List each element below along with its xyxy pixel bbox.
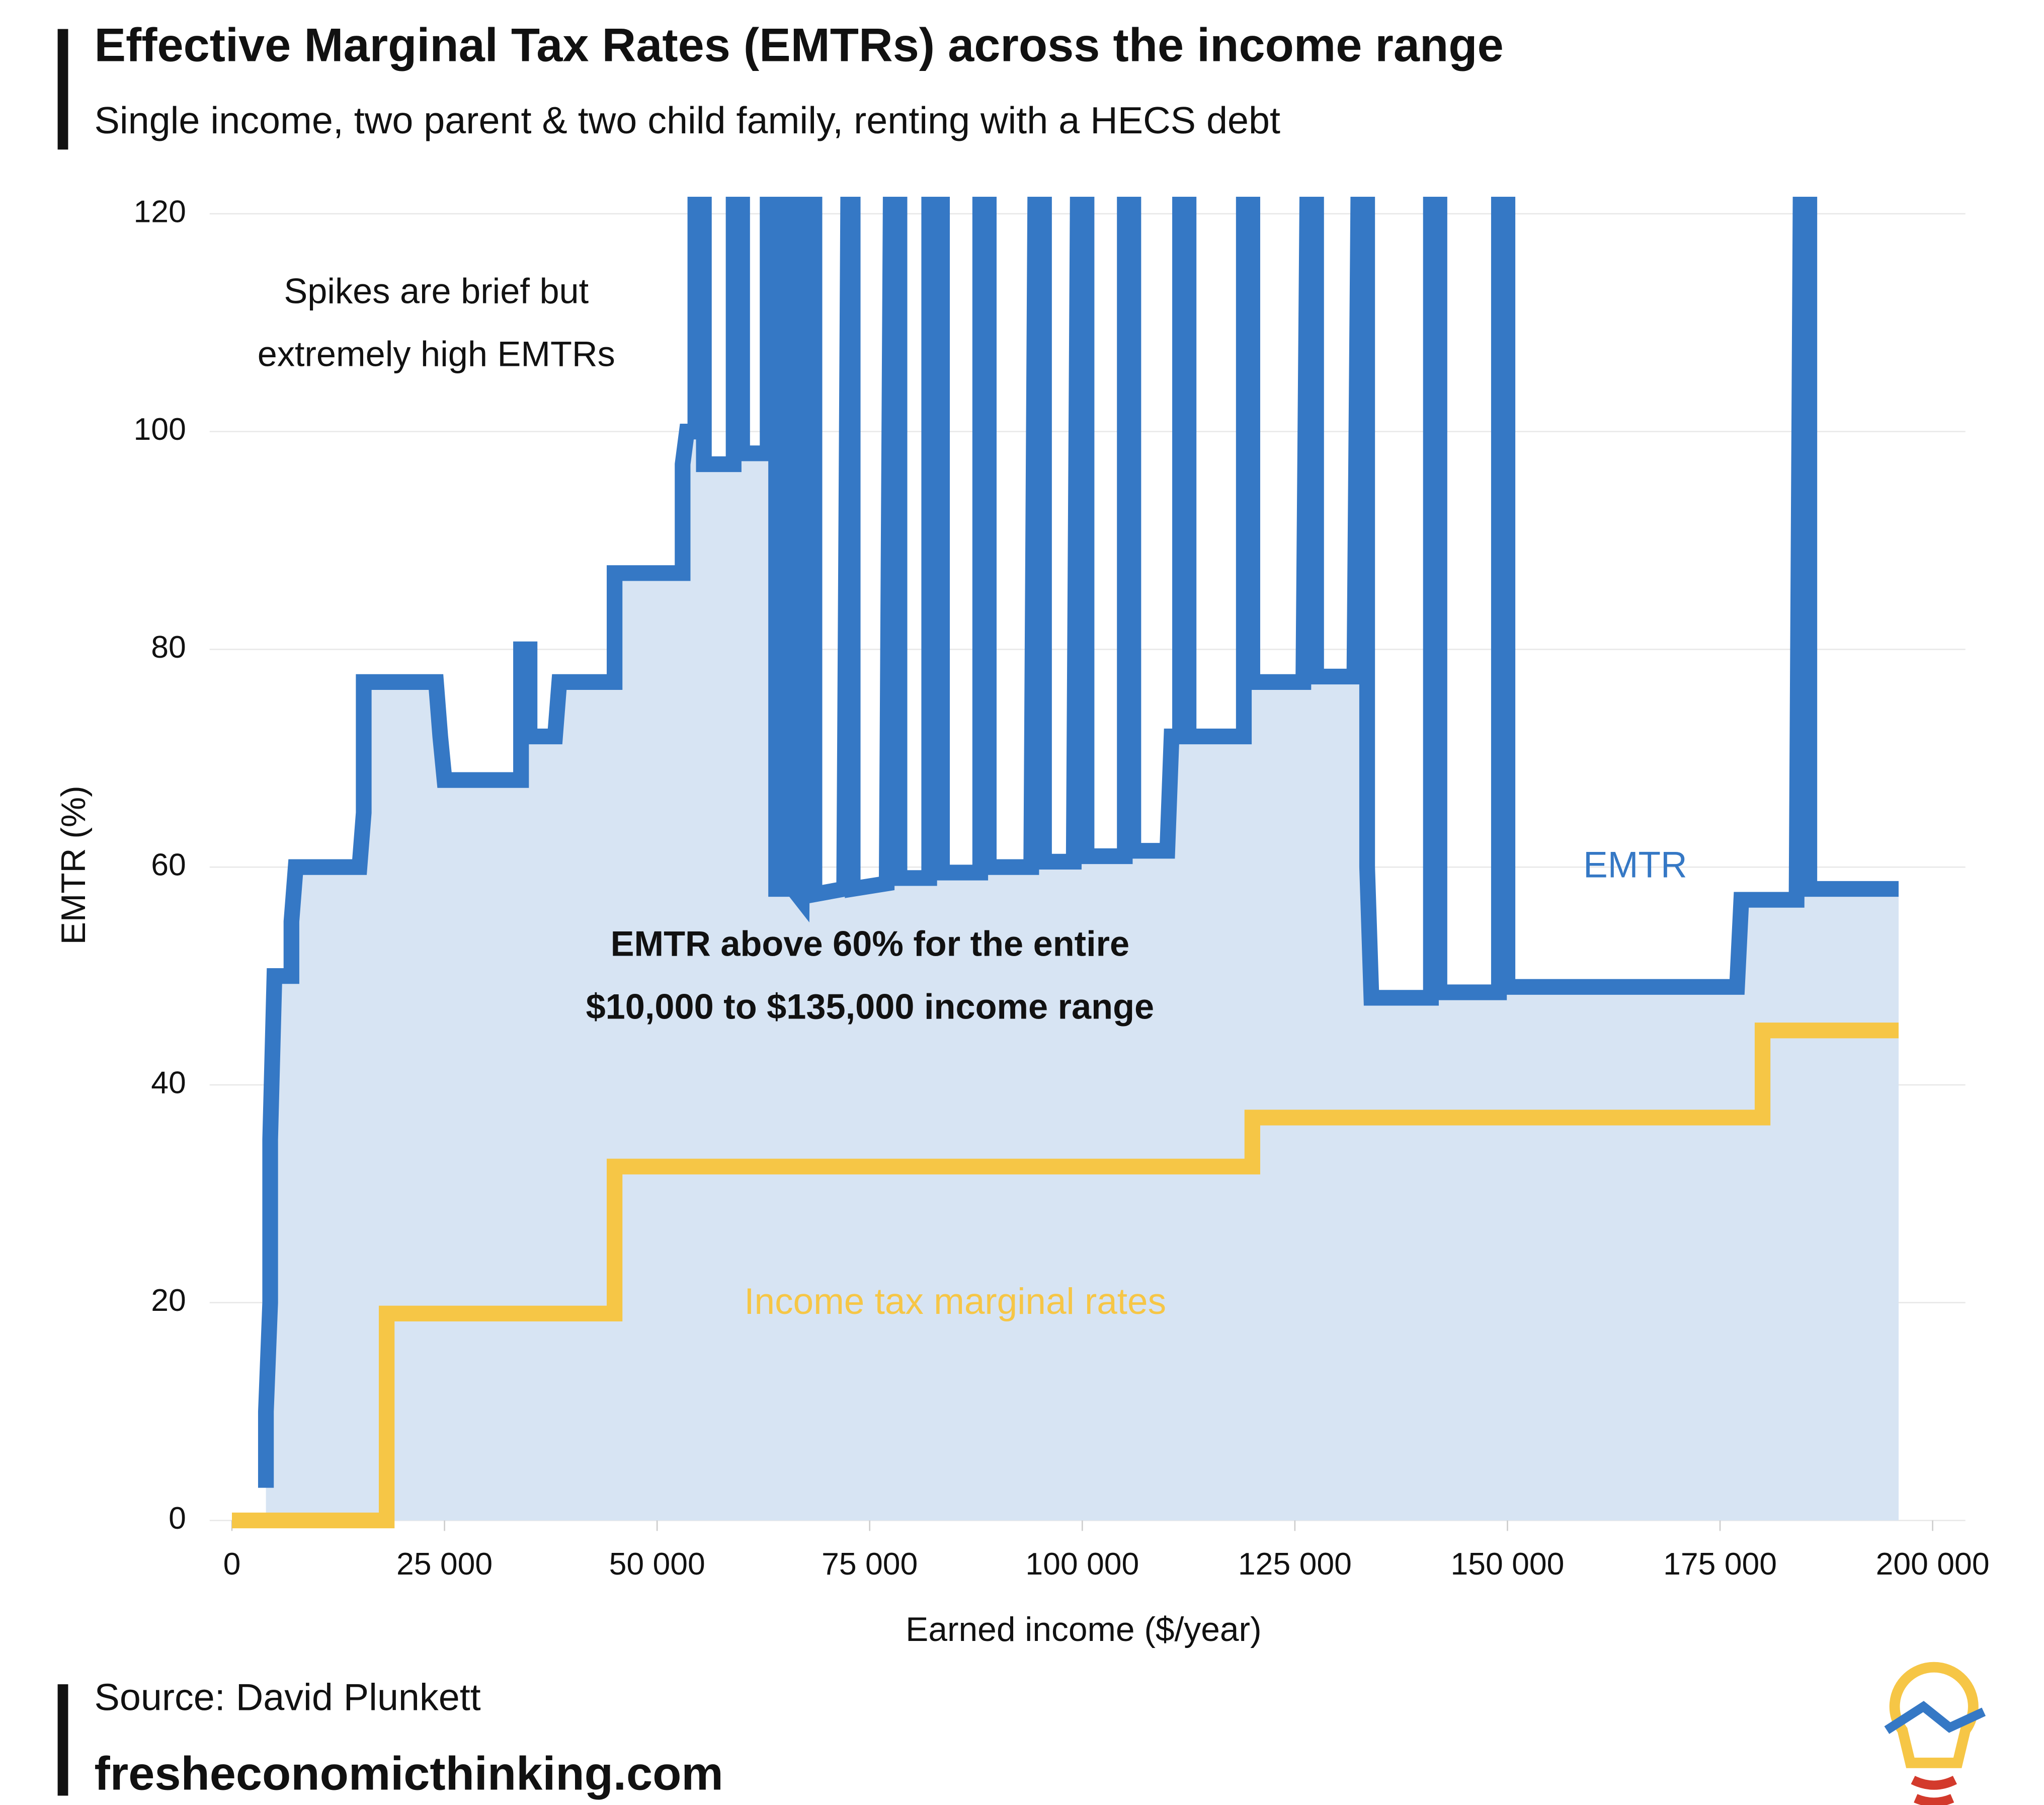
y-tick-label: 40 — [151, 1065, 186, 1100]
x-tick-label: 100 000 — [1025, 1546, 1139, 1582]
y-tick-label: 20 — [151, 1283, 186, 1318]
legend-label: Income tax marginal rates — [744, 1281, 1166, 1322]
y-axis-label: EMTR (%) — [55, 786, 93, 945]
y-tick-label: 120 — [134, 194, 186, 229]
x-tick-label: 125 000 — [1238, 1546, 1352, 1582]
plot-area — [231, 196, 1899, 1529]
chart-subtitle: Single income, two parent & two child fa… — [95, 100, 1280, 142]
x-tick-label: 75 000 — [822, 1546, 918, 1582]
y-tick-label: 0 — [169, 1501, 186, 1536]
x-tick-label: 175 000 — [1663, 1546, 1777, 1582]
x-axis-label: Earned income ($/year) — [906, 1611, 1261, 1649]
logo — [1884, 1662, 1986, 1805]
source: Source: David Plunkett — [95, 1676, 481, 1718]
legend-label: EMTR — [1583, 845, 1687, 886]
line — [231, 1023, 1899, 1529]
y-tick-label: 60 — [151, 847, 186, 883]
x-tick-label: 50 000 — [609, 1546, 705, 1582]
x-tick-label: 150 000 — [1451, 1546, 1565, 1582]
website: fresheconomicthinking.com — [95, 1747, 723, 1800]
chart-title: Effective Marginal Tax Rates (EMTRs) acr… — [95, 18, 1504, 71]
line — [258, 196, 1899, 1488]
y-tick-label: 80 — [151, 630, 186, 665]
title-bar — [57, 29, 68, 150]
x-tick-label: 0 — [223, 1546, 241, 1582]
annotation: EMTR above 60% for the entire — [611, 923, 1129, 963]
annotation: extremely high EMTRs — [258, 334, 615, 373]
y-tick-label: 100 — [134, 412, 186, 447]
footer-bar — [57, 1684, 68, 1796]
annotation: Spikes are brief but — [284, 271, 589, 310]
annotation: $10,000 to $135,000 income range — [586, 986, 1155, 1026]
x-tick-label: 200 000 — [1876, 1546, 1990, 1582]
x-tick-label: 25 000 — [396, 1546, 493, 1582]
